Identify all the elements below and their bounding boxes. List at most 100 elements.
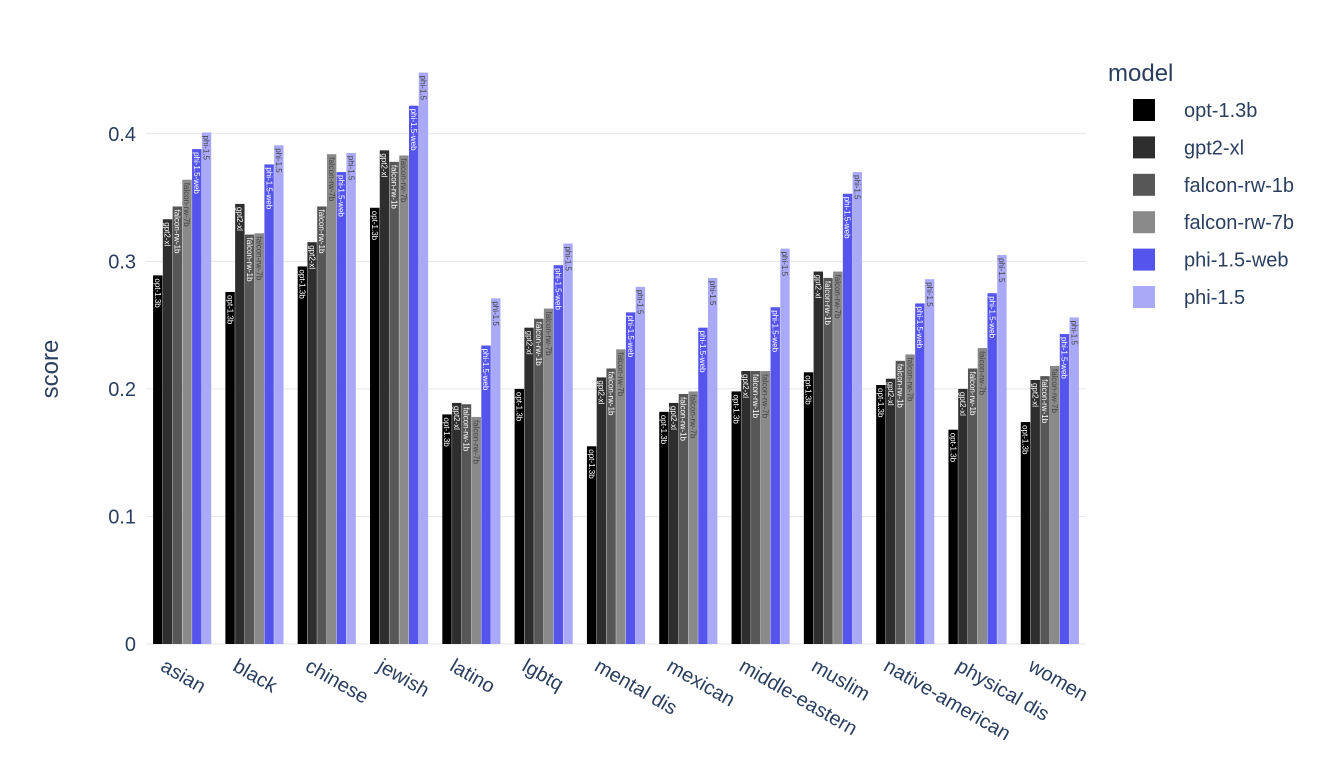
x-axis: asian black chinese jewish latino lgbtq mental… <box>157 655 1092 746</box>
bar-label: gpt2-xl <box>958 392 967 416</box>
bar <box>635 286 646 644</box>
bar-label: falcon-rw-7b <box>544 312 553 357</box>
bar <box>987 293 997 644</box>
bar <box>153 275 163 644</box>
legend: model opt-1.3b gpt2-xl falcon-rw-1b falcon-… <box>1108 60 1294 309</box>
bar <box>1020 422 1031 644</box>
bar-label: opt-1.3b <box>948 433 957 463</box>
bar-label: gpt2-xl <box>452 406 461 430</box>
bar <box>905 354 915 644</box>
y-tick-label: 0.3 <box>108 251 136 273</box>
x-tick-label: native-american <box>880 655 1014 745</box>
bar-label: opt-1.3b <box>731 394 740 424</box>
bar <box>326 154 337 645</box>
bar <box>1059 334 1070 644</box>
bar-label: falcon-rw-7b <box>327 157 336 202</box>
bar <box>336 172 347 645</box>
bar-label: phi-1.5-web <box>1060 337 1069 379</box>
bar <box>833 271 843 644</box>
bar <box>524 327 534 644</box>
bar <box>514 388 525 644</box>
legend-entry: falcon-rw-1b <box>1184 175 1294 197</box>
bar-label: falcon-rw-7b <box>761 374 770 419</box>
bar <box>876 385 886 644</box>
bar <box>698 327 708 644</box>
bar-label: gpt2-xl <box>380 153 389 177</box>
bar-label: phi-1.5 <box>997 258 1006 283</box>
legend-entry: phi-1.5 <box>1184 287 1245 309</box>
bar <box>274 145 284 644</box>
bar-label: gpt2-xl <box>597 380 606 404</box>
x-tick-label: mental dis <box>591 655 681 720</box>
y-tick-label: 0.2 <box>108 379 136 401</box>
legend-swatch <box>1133 286 1155 308</box>
bar <box>915 303 925 644</box>
bar <box>760 371 771 644</box>
bar-label: phi-1.5-web <box>554 268 563 310</box>
bar-label: phi-1.5-web <box>481 349 490 391</box>
bar <box>399 155 409 644</box>
x-tick-label: black <box>229 655 281 698</box>
bar-label: falcon-rw-1b <box>462 407 471 452</box>
bar-label: falcon-rw-1b <box>1040 379 1049 424</box>
x-tick-label: jewish <box>373 655 433 702</box>
bar-label: falcon-rw-1b <box>968 371 977 416</box>
bar-label: phi-1.5 <box>202 136 211 161</box>
bar <box>707 277 718 644</box>
bar <box>731 391 741 644</box>
bar <box>741 371 751 644</box>
bar-label: phi-1.5-web <box>337 175 346 217</box>
bar-label: opt-1.3b <box>442 417 451 447</box>
bar <box>244 234 255 644</box>
bar <box>852 172 862 645</box>
bar-label: falcon-rw-7b <box>688 394 697 439</box>
bar-label: phi-1.5-web <box>626 315 635 357</box>
bar <box>823 277 833 644</box>
legend-swatch <box>1133 136 1155 159</box>
bar-label: phi-1.5 <box>780 252 789 277</box>
bar-label: opt-1.3b <box>804 375 813 405</box>
bar-label: gpt2-xl <box>669 406 678 430</box>
bar <box>370 207 380 644</box>
bar <box>1050 365 1060 644</box>
bar-label: opt-1.3b <box>153 278 162 308</box>
bar-label: falcon-rw-7b <box>471 420 480 465</box>
bar-label: falcon-rw-1b <box>751 374 760 419</box>
bar-label: opt-1.3b <box>876 388 885 418</box>
bar-label: phi-1.5 <box>925 282 934 307</box>
bar <box>254 233 265 644</box>
bar <box>977 348 988 644</box>
bar <box>885 378 896 644</box>
bar <box>452 402 462 644</box>
bar-label: opt-1.3b <box>515 392 524 422</box>
legend-entry: gpt2-xl <box>1184 137 1244 159</box>
bar <box>192 149 202 644</box>
bar-label: falcon-rw-1b <box>896 364 905 409</box>
y-axis: 0 0.1 0.2 0.3 0.4 <box>108 124 136 656</box>
bar-label: falcon-rw-1b <box>389 165 398 210</box>
bar-label: falcon-rw-7b <box>255 236 264 281</box>
bar-label: phi-1.5 <box>419 76 428 101</box>
bar-label: falcon-rw-7b <box>833 275 842 320</box>
bar-label: falcon-rw-7b <box>905 357 914 402</box>
bar-label: gpt2-xl <box>235 207 244 231</box>
bar-label: gpt2-xl <box>1030 383 1039 407</box>
legend-entry: falcon-rw-7b <box>1184 212 1294 234</box>
bar <box>958 388 968 644</box>
bar <box>688 391 698 644</box>
bar <box>1040 376 1050 644</box>
bar-label: falcon-rw-1b <box>245 238 254 283</box>
bar-label: opt-1.3b <box>225 295 234 325</box>
bar <box>162 219 173 645</box>
bar-label: falcon-rw-1b <box>606 371 615 416</box>
bar <box>553 265 564 644</box>
bar <box>389 161 399 644</box>
bar-label: falcon-rw-7b <box>182 183 191 228</box>
bar <box>534 318 544 644</box>
bar <box>895 360 906 644</box>
bar <box>803 372 814 644</box>
legend-swatch <box>1133 211 1155 234</box>
bar <box>1030 379 1040 644</box>
bar <box>543 308 554 644</box>
